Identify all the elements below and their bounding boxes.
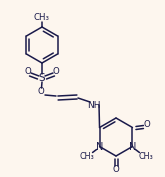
Text: O: O [143,120,150,129]
Text: S: S [39,73,45,83]
Text: N: N [129,141,136,152]
Text: O: O [25,67,31,76]
Text: CH₃: CH₃ [34,13,50,22]
Text: O: O [53,67,59,76]
Text: N: N [96,141,103,152]
Text: O: O [113,164,119,173]
Text: NH: NH [87,101,101,110]
Text: CH₃: CH₃ [138,152,153,161]
Text: O: O [38,87,44,96]
Text: CH₃: CH₃ [79,152,94,161]
